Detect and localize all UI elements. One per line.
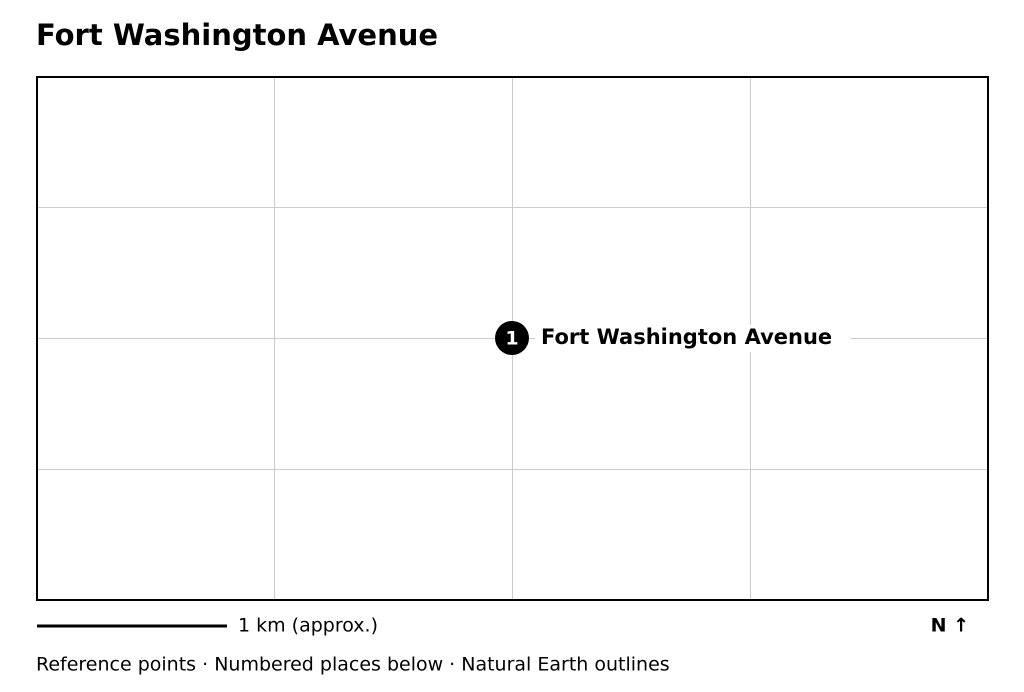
place-marker — [495, 321, 529, 355]
label-background — [535, 325, 851, 352]
scale-label: 1 km (approx.) — [238, 615, 378, 637]
marker-number: 1 — [505, 328, 518, 350]
north-arrow: N ↑ — [931, 615, 969, 637]
title: Fort Washington Avenue — [36, 18, 438, 52]
place-label: Fort Washington Avenue — [541, 325, 832, 349]
footer-note: Reference points · Numbered places below… — [36, 654, 670, 676]
map-frame — [36, 76, 989, 601]
